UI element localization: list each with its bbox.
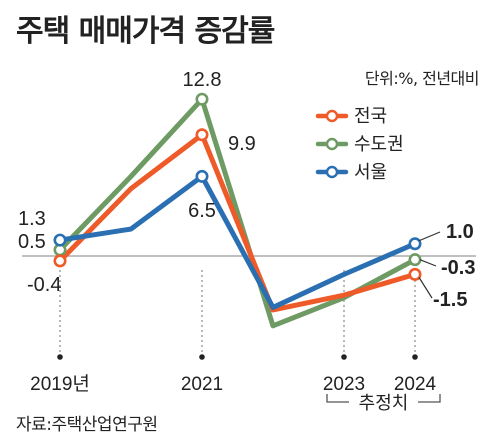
legend-marker-전국 <box>325 109 339 123</box>
legend-label-전국: 전국 <box>354 106 387 127</box>
point-marker-서울-2021 <box>195 169 209 183</box>
point-marker-서울-2024 <box>408 237 422 251</box>
data-label: 6.5 <box>188 200 216 222</box>
leader-line <box>418 231 441 242</box>
legend-marker-서울 <box>325 165 339 179</box>
source-note: 자료:주택산업연구원 <box>16 415 158 435</box>
forecast-label: 추정치 <box>359 393 409 414</box>
point-marker-수도권-2021 <box>195 92 209 106</box>
point-marker-전국-2021 <box>195 128 209 142</box>
point-marker-전국-2024 <box>408 267 422 281</box>
axis-dot-2024 <box>412 354 418 360</box>
point-marker-전국-2019 <box>53 254 67 268</box>
axis-dot-2021 <box>199 354 205 360</box>
legend-label-서울: 서울 <box>354 162 387 183</box>
data-label: 1.0 <box>446 221 474 243</box>
data-label: -1.5 <box>433 289 467 311</box>
data-label: -0.3 <box>441 257 475 279</box>
axis-dot-2019 <box>57 354 63 360</box>
x-tick-label: 2023 <box>323 374 365 395</box>
x-tick-label: 2021 <box>181 374 223 395</box>
leader-line <box>419 259 437 267</box>
legend-label-수도권: 수도권 <box>354 134 404 155</box>
chart-title: 주택 매매가격 증감률 <box>16 14 275 49</box>
data-label: 1.3 <box>18 208 46 230</box>
leader-line <box>418 277 433 299</box>
series-line-전국 <box>57 132 418 313</box>
data-label: 0.5 <box>18 231 46 253</box>
axis-dot-2023 <box>341 354 347 360</box>
series-line-서울 <box>57 173 418 310</box>
forecast-bracket <box>326 394 441 403</box>
data-label: 12.8 <box>183 69 222 91</box>
legend-marker-수도권 <box>325 137 339 151</box>
x-tick-label: 2019년 <box>30 373 90 395</box>
data-label: 9.9 <box>228 133 256 155</box>
point-marker-서울-2019 <box>53 233 67 247</box>
point-marker-수도권-2024 <box>408 253 422 267</box>
data-label: -0.4 <box>27 274 61 296</box>
x-tick-label: 2024 <box>394 374 437 395</box>
unit-label: 단위:%, 전년대비 <box>365 69 479 88</box>
